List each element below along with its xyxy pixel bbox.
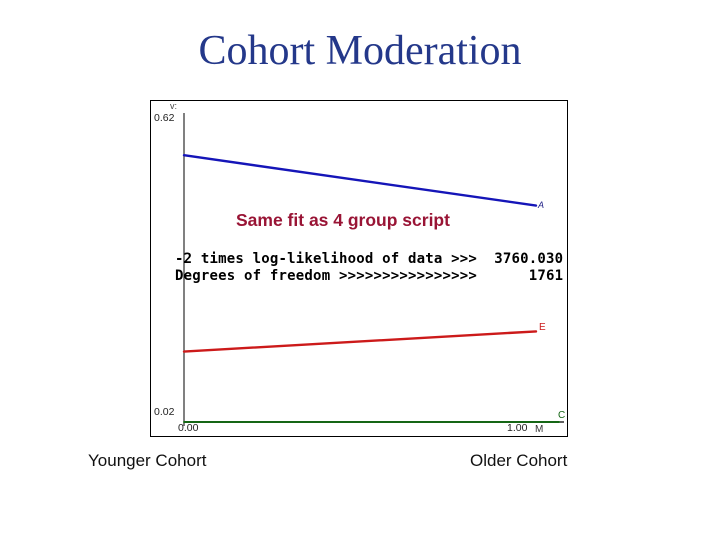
younger-cohort-label: Younger Cohort	[88, 451, 207, 470]
annotation-text: Same fit as 4 group script	[236, 210, 450, 230]
series-label-a: A	[538, 200, 545, 210]
y-axis-max-label: 0.62	[154, 112, 175, 124]
slide-title: Cohort Moderation	[198, 28, 522, 74]
older-cohort-label: Older Cohort	[470, 451, 568, 470]
series-label-e: E	[539, 322, 546, 333]
x-axis-max-label: 1.00	[507, 422, 528, 434]
y-axis-title: v:	[170, 101, 178, 111]
fit-statistics-text: -2 times log-likelihood of data >>> 3760…	[175, 251, 563, 285]
series-label-c: C	[558, 410, 566, 421]
y-axis-min-label: 0.02	[154, 406, 175, 418]
x-axis-min-label: 0.00	[178, 422, 199, 434]
stats-line-degrees-freedom: Degrees of freedom >>>>>>>>>>>>>>>> 1761	[175, 268, 564, 284]
chart-plot-area	[182, 113, 564, 426]
x-axis-title: M	[535, 424, 544, 435]
stats-line-loglikelihood: -2 times log-likelihood of data >>> 3760…	[175, 251, 564, 267]
variance-components-chart: v: 0.62 0.02 0.00 1.00 M A E C Same fit …	[150, 100, 568, 437]
